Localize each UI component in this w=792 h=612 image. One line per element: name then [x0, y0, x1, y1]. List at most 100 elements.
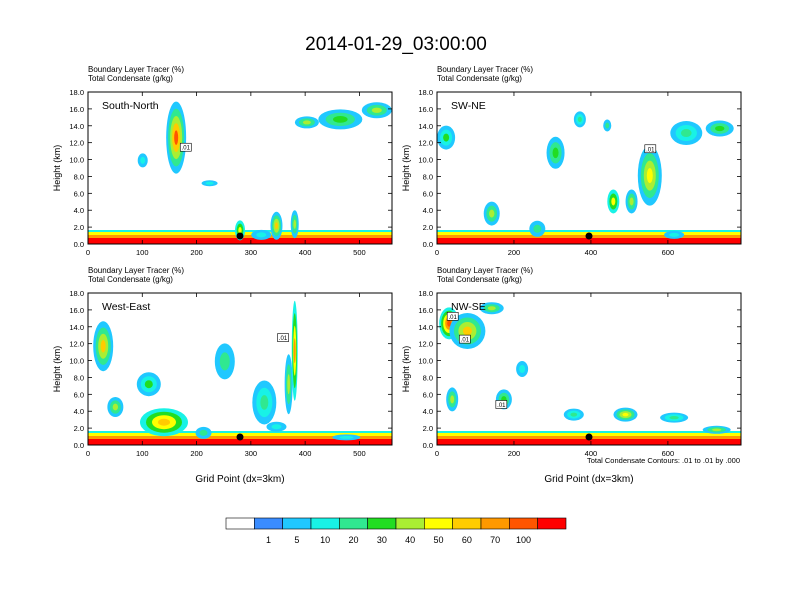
- tracer-blob: [450, 395, 455, 404]
- tracer-field: [437, 302, 741, 445]
- tracer-blob: [260, 395, 269, 410]
- y-tick-label: 10.0: [69, 357, 84, 366]
- x-tick-label: 0: [86, 248, 90, 257]
- tracer-blob: [112, 403, 119, 411]
- tracer-blob: [371, 107, 382, 113]
- colorbar-label: 60: [462, 535, 472, 545]
- panel-subtitle: Boundary Layer Tracer (%): [88, 266, 184, 275]
- y-axis-label: Height (km): [52, 346, 62, 393]
- x-tick-label: 200: [508, 248, 521, 257]
- tracer-blob: [293, 338, 296, 364]
- tracer-blob: [238, 226, 242, 234]
- tracer-blob: [570, 412, 578, 417]
- x-tick-label: 600: [662, 248, 675, 257]
- tracer-blob: [256, 232, 267, 238]
- x-tick-label: 400: [299, 248, 312, 257]
- y-tick-label: 6.0: [74, 189, 84, 198]
- colorbar-swatch: [424, 517, 453, 530]
- colorbar-label: 70: [490, 535, 500, 545]
- plot-frame: [87, 292, 393, 446]
- y-tick-label: 18.0: [69, 289, 84, 298]
- x-tick-label: 0: [435, 449, 439, 458]
- panel-subtitle: Total Condensate (g/kg): [88, 275, 173, 284]
- tracer-field: [88, 300, 392, 445]
- y-axis-label: Height (km): [401, 346, 411, 393]
- y-tick-label: 18.0: [418, 88, 433, 97]
- colorbar-swatch: [339, 517, 368, 530]
- y-tick-label: 0.0: [423, 240, 433, 249]
- y-axis-label: Height (km): [52, 145, 62, 192]
- y-tick-label: 12.0: [418, 139, 433, 148]
- y-axis-label: Height (km): [401, 145, 411, 192]
- x-tick-label: 100: [136, 248, 149, 257]
- x-tick-label: 300: [245, 248, 258, 257]
- contour-label-box: [446, 312, 459, 321]
- y-tick-label: 10.0: [418, 156, 433, 165]
- x-tick-label: 0: [86, 449, 90, 458]
- tracer-blob: [287, 374, 290, 395]
- plot-frame: [436, 91, 742, 245]
- y-tick-label: 4.0: [74, 407, 84, 416]
- contour-label: .01: [646, 147, 655, 153]
- surface-layer-cyan: [437, 230, 741, 232]
- surface-layer-cyan: [88, 431, 392, 433]
- y-tick-label: 0.0: [74, 441, 84, 450]
- colorbar-label: 1: [266, 535, 271, 545]
- plot-frame: [87, 91, 393, 245]
- tracer-blob: [100, 339, 106, 353]
- tracer-blob: [462, 326, 472, 336]
- tracer-blob: [519, 365, 526, 373]
- panel-subtitle: Boundary Layer Tracer (%): [437, 65, 533, 74]
- colorbar-label: 10: [320, 535, 330, 545]
- plot-frame: [436, 292, 742, 446]
- y-tick-label: 6.0: [423, 390, 433, 399]
- surface-layer-red: [437, 439, 741, 445]
- center-marker: [236, 232, 244, 240]
- colorbar-swatch: [225, 517, 255, 530]
- tracer-field: [437, 111, 741, 244]
- contour-label-box: [277, 333, 289, 342]
- contour-label: .01: [497, 403, 506, 409]
- tracer-blob: [293, 219, 297, 229]
- panel-subtitle: Total Condensate (g/kg): [437, 275, 522, 284]
- panel-subtitle: Boundary Layer Tracer (%): [88, 65, 184, 74]
- x-tick-label: 300: [245, 449, 258, 458]
- tracer-blob: [219, 352, 230, 371]
- colorbar-label: 100: [516, 535, 531, 545]
- y-tick-label: 16.0: [418, 105, 433, 114]
- tracer-blob: [489, 209, 495, 218]
- colorbar-swatch: [367, 517, 397, 530]
- tracer-blob: [174, 130, 179, 145]
- colorbar-swatch: [254, 517, 283, 530]
- x-axis-label: Grid Point (dx=3km): [544, 474, 633, 485]
- tracer-blob: [443, 133, 450, 142]
- tracer-blob: [332, 116, 348, 123]
- y-tick-label: 12.0: [418, 340, 433, 349]
- y-tick-label: 2.0: [423, 424, 433, 433]
- y-tick-label: 6.0: [423, 189, 433, 198]
- colorbar-swatch: [452, 517, 482, 530]
- panel-label: West-East: [102, 301, 150, 313]
- y-tick-label: 4.0: [423, 407, 433, 416]
- tracer-blob: [646, 168, 653, 184]
- contour-footnote: Total Condensate Contours: .01 to .01 by…: [587, 456, 740, 465]
- x-tick-label: 100: [136, 449, 149, 458]
- y-tick-label: 16.0: [69, 306, 84, 315]
- panel-west-east: Boundary Layer Tracer (%)Total Condensat…: [52, 266, 393, 485]
- x-tick-label: 500: [353, 449, 366, 458]
- y-tick-label: 0.0: [74, 240, 84, 249]
- surface-layer-cyan: [437, 431, 741, 433]
- y-tick-label: 16.0: [418, 306, 433, 315]
- panel-nw-se: Boundary Layer Tracer (%)Total Condensat…: [401, 266, 742, 485]
- tracer-blob: [144, 380, 153, 389]
- tracer-blob: [274, 222, 278, 230]
- tracer-blob: [715, 125, 725, 132]
- tracer-blob: [447, 320, 452, 327]
- tracer-blob: [271, 424, 282, 430]
- x-tick-label: 200: [190, 248, 203, 257]
- panel-sw-ne: Boundary Layer Tracer (%)Total Condensat…: [401, 65, 742, 257]
- colorbar-swatch: [480, 517, 510, 530]
- contour-label-box: [179, 142, 192, 152]
- y-tick-label: 14.0: [69, 122, 84, 131]
